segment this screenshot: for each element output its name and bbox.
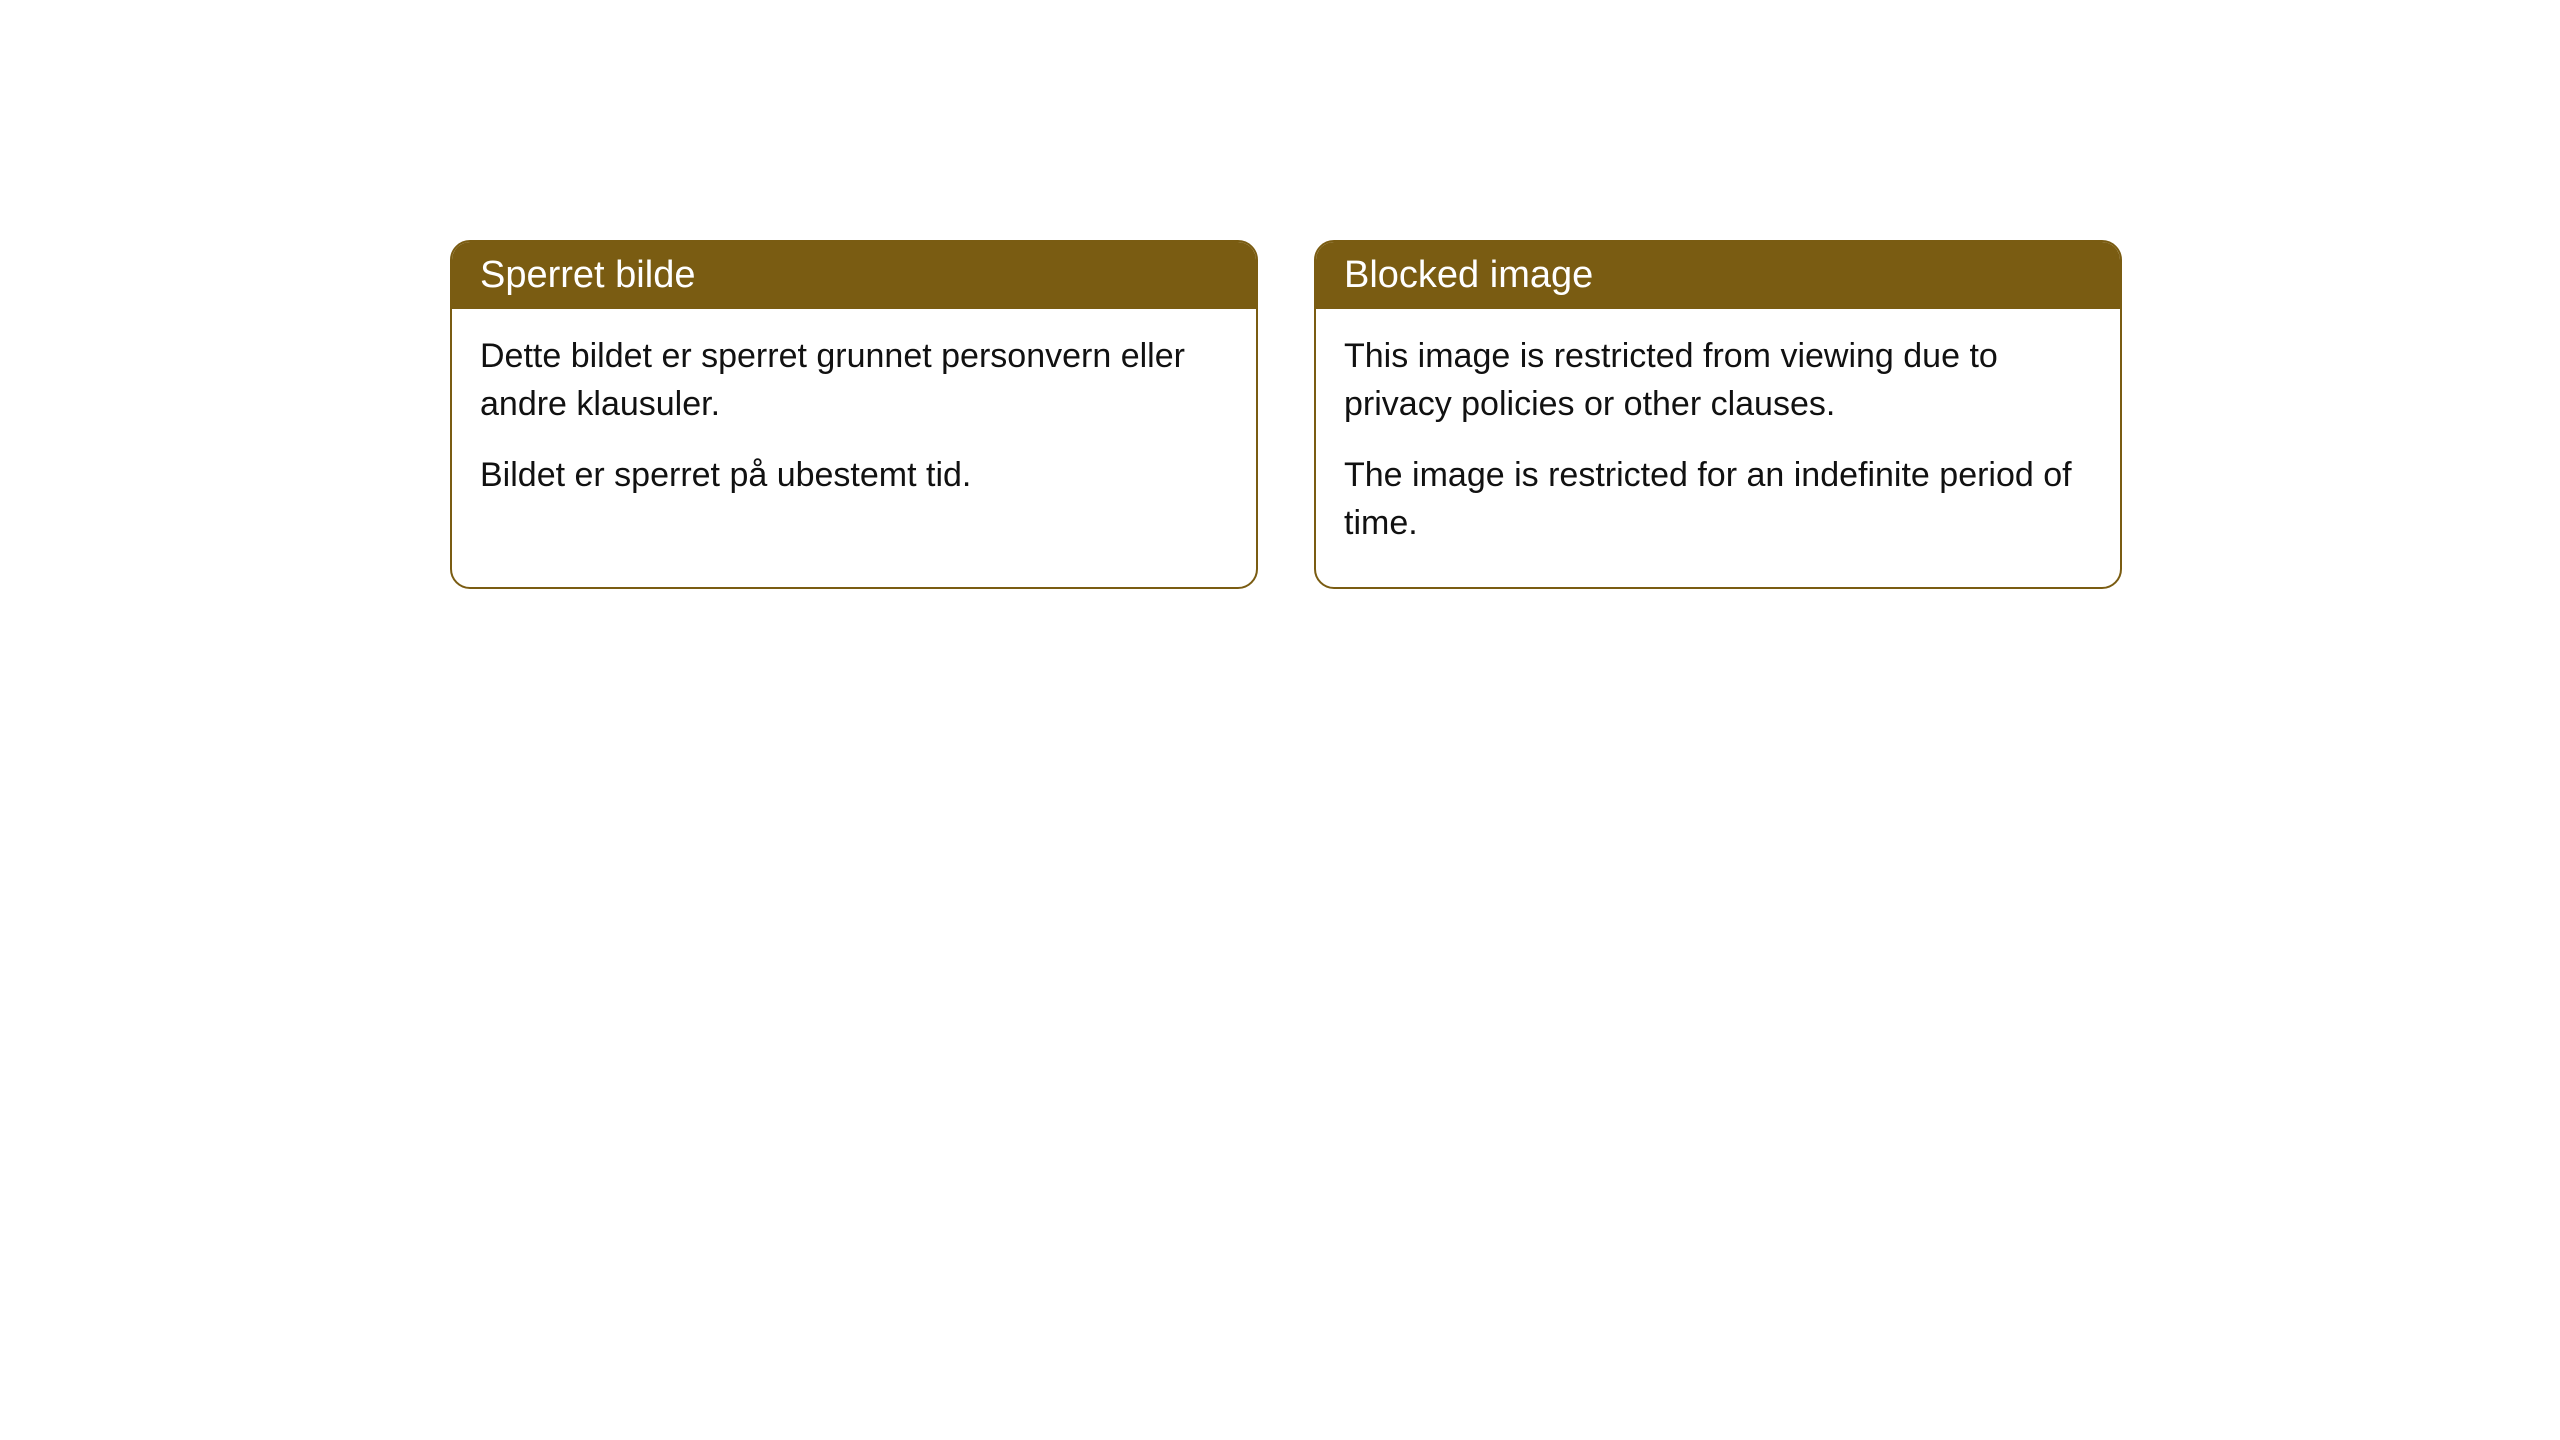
card-body-norwegian: Dette bildet er sperret grunnet personve…	[452, 309, 1256, 540]
card-body-english: This image is restricted from viewing du…	[1316, 309, 2120, 587]
card-header-english: Blocked image	[1316, 242, 2120, 309]
card-paragraph: Bildet er sperret på ubestemt tid.	[480, 452, 1228, 500]
notice-card-english: Blocked image This image is restricted f…	[1314, 240, 2122, 589]
card-header-norwegian: Sperret bilde	[452, 242, 1256, 309]
card-paragraph: This image is restricted from viewing du…	[1344, 333, 2092, 428]
notice-cards-container: Sperret bilde Dette bildet er sperret gr…	[450, 240, 2122, 589]
notice-card-norwegian: Sperret bilde Dette bildet er sperret gr…	[450, 240, 1258, 589]
card-paragraph: The image is restricted for an indefinit…	[1344, 452, 2092, 547]
card-paragraph: Dette bildet er sperret grunnet personve…	[480, 333, 1228, 428]
